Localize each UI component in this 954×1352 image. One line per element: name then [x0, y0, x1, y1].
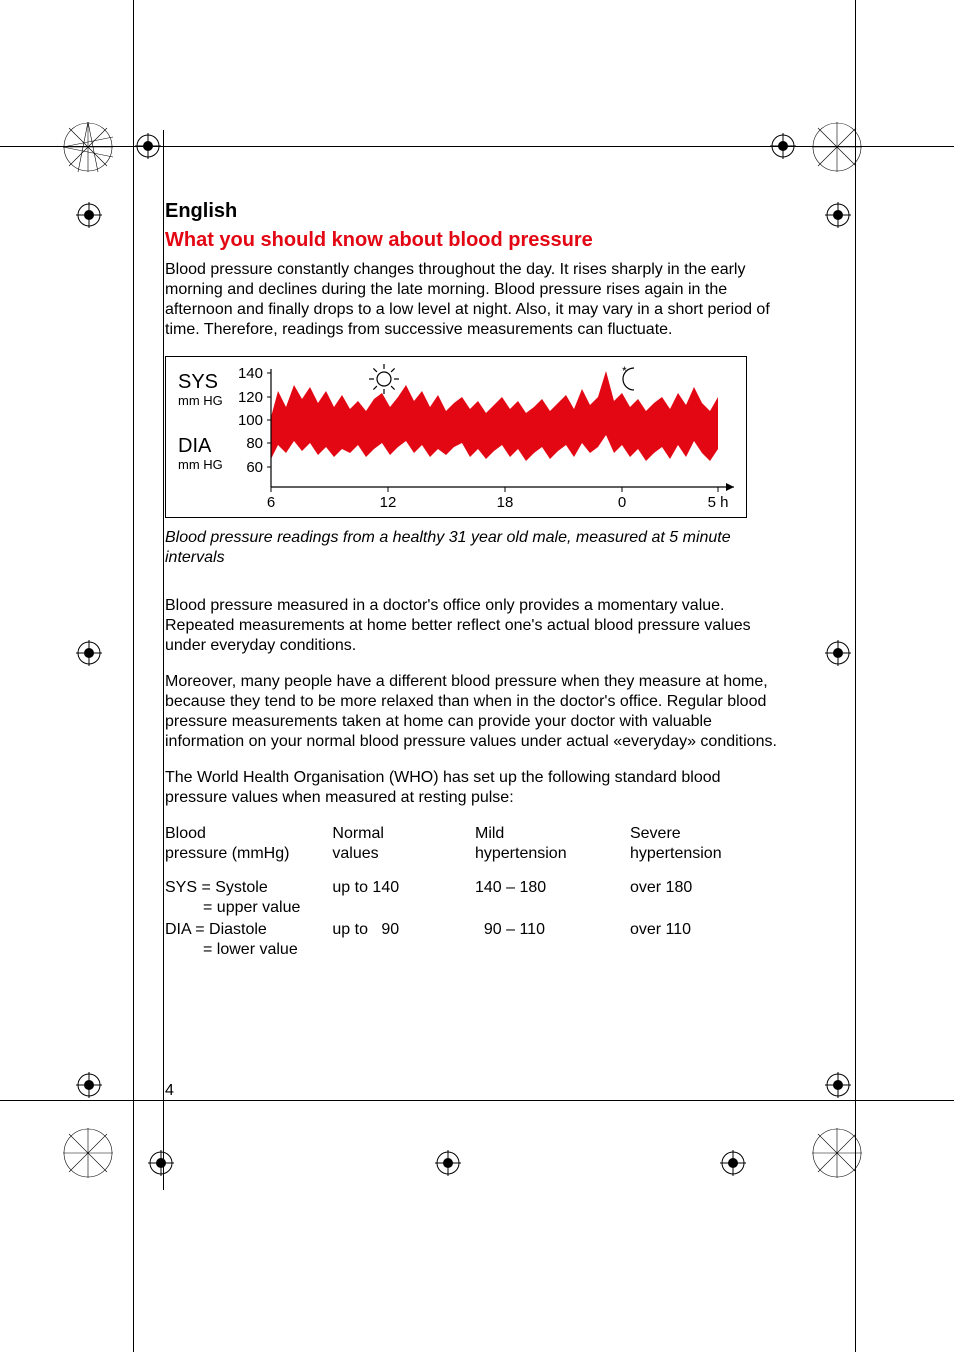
svg-text:80: 80: [246, 435, 263, 452]
starburst-icon: [812, 1128, 862, 1178]
col1-h1: Normal: [332, 825, 384, 842]
registration-mark-icon: [148, 1150, 174, 1176]
content-column: English What you should know about blood…: [165, 200, 785, 974]
svg-text:5 h: 5 h: [708, 494, 729, 511]
col2-h2: hypertension: [475, 845, 567, 862]
language-heading: English: [165, 200, 785, 223]
row1-normal: up to 90: [332, 921, 399, 938]
svg-text:0: 0: [618, 494, 626, 511]
table-row: SYS = Systole = upper value up to 140 140…: [165, 878, 785, 920]
row0-label: SYS = Systole: [165, 879, 268, 896]
registration-mark-icon: [825, 640, 851, 666]
svg-text:140: 140: [238, 365, 263, 382]
starburst-icon: [63, 1128, 113, 1178]
svg-text:60: 60: [246, 459, 263, 476]
row0-sub: = upper value: [165, 898, 326, 918]
svg-text:18: 18: [497, 494, 514, 511]
trim-line-left: [133, 0, 134, 1352]
page-number: 4: [165, 1082, 174, 1100]
svg-text:6: 6: [267, 494, 275, 511]
intro-paragraph: Blood pressure constantly changes throug…: [165, 260, 785, 340]
row1-severe: over 110: [630, 921, 691, 938]
row1-sub: = lower value: [165, 940, 326, 960]
col2-h1: Mild: [475, 825, 504, 842]
row1-label: DIA = Diastole: [165, 921, 267, 938]
row0-normal: up to 140: [332, 879, 399, 896]
col1-h2: values: [332, 845, 378, 862]
registration-mark-icon: [720, 1150, 746, 1176]
table-header-row: Blood pressure (mmHg) Normal values Mild hy…: [165, 824, 785, 878]
section-heading: What you should know about blood pressur…: [165, 229, 785, 252]
bp-chart: SYS mm HG DIA mm HG 14012010080606121805…: [165, 356, 747, 518]
trim-line-bottom: [0, 1100, 954, 1101]
registration-mark-icon: [770, 133, 796, 159]
registration-mark-icon: [76, 202, 102, 228]
page: English What you should know about blood…: [0, 0, 954, 1352]
table-row: DIA = Diastole = lower value up to 90 90 …: [165, 920, 785, 974]
chart-svg: 140 120 100 80 60 6 12 18 0 5 h *: [166, 357, 746, 517]
row0-severe: over 180: [630, 879, 692, 896]
col0-h1: Blood: [165, 825, 206, 842]
registration-mark-icon: [76, 640, 102, 666]
starburst-icon: [63, 122, 113, 172]
starburst-icon: [812, 122, 862, 172]
col0-h2: pressure (mmHg): [165, 845, 289, 862]
chart-caption: Blood pressure readings from a healthy 3…: [165, 528, 785, 568]
row0-mild: 140 – 180: [475, 879, 546, 896]
paragraph-2: Blood pressure measured in a doctor's of…: [165, 596, 785, 656]
registration-mark-icon: [76, 1072, 102, 1098]
svg-text:*: *: [622, 364, 627, 378]
svg-text:12: 12: [380, 494, 397, 511]
row1-mild: 90 – 110: [475, 921, 545, 938]
col3-h1: Severe: [630, 825, 681, 842]
paragraph-4: The World Health Organisation (WHO) has …: [165, 768, 785, 808]
svg-text:120: 120: [238, 389, 263, 406]
registration-mark-icon: [825, 1072, 851, 1098]
svg-text:100: 100: [238, 412, 263, 429]
col3-h2: hypertension: [630, 845, 722, 862]
bp-table: Blood pressure (mmHg) Normal values Mild hy…: [165, 824, 785, 974]
registration-mark-icon: [435, 1150, 461, 1176]
paragraph-3: Moreover, many people have a different b…: [165, 672, 785, 752]
trim-line-left-inner: [163, 130, 164, 1190]
registration-mark-icon: [135, 133, 161, 159]
registration-mark-icon: [825, 202, 851, 228]
